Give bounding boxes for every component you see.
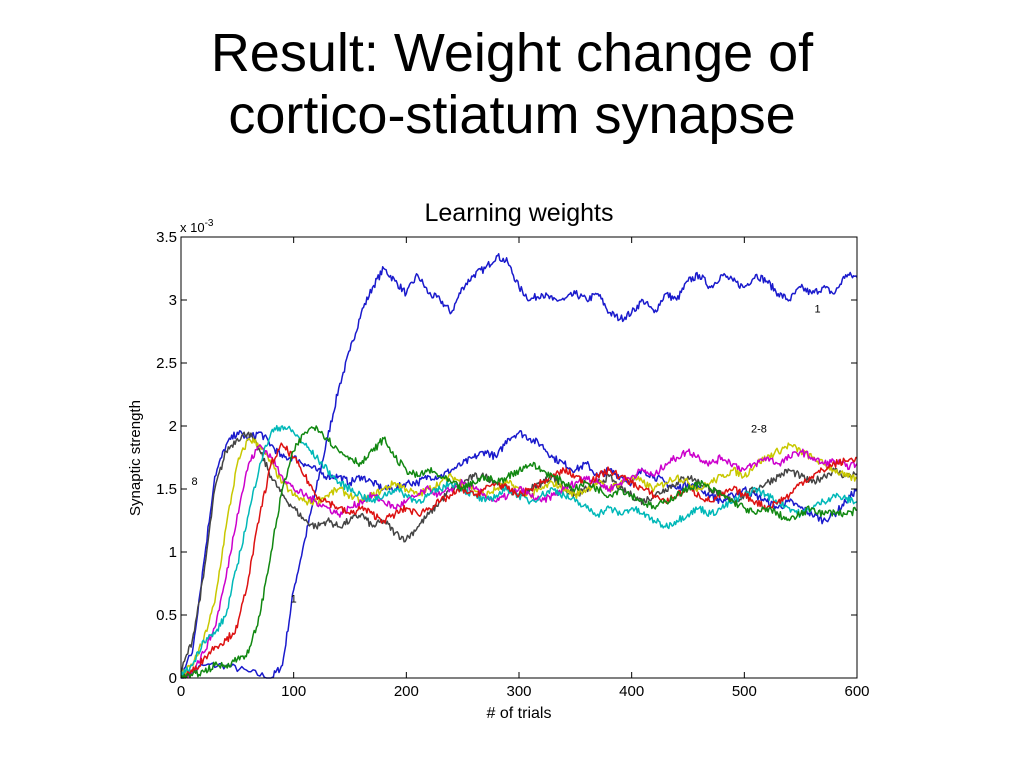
y-axis-label: Synaptic strength [127, 400, 144, 516]
y-tick-label: 3 [169, 292, 177, 309]
series-line-1 [181, 253, 858, 679]
slide-title: Result: Weight change of cortico-stiatum… [0, 22, 1024, 146]
y-tick-label: 2 [169, 418, 177, 435]
y-tick-label: 0.5 [156, 607, 177, 624]
x-tick-label: 500 [732, 683, 757, 700]
y-tick-label: 1.5 [156, 481, 177, 498]
plot-area: 0 100 200 300 400 500 600 0 0.5 1 1.5 2 2.5 3 3.5 1 2-8 1… [156, 229, 869, 700]
x-tick-label: 200 [394, 683, 419, 700]
series-annotation: 2-8 [751, 423, 767, 435]
y-tick-label: 0 [169, 670, 177, 687]
y-exponent-label: x 10-3 [180, 218, 214, 235]
x-tick-label: 400 [619, 683, 644, 700]
series-line-8 [180, 425, 858, 679]
chart-title: Learning weights [424, 199, 613, 227]
series-line-5 [180, 444, 858, 679]
x-axis-label: # of trials [487, 705, 552, 722]
series-line-2 [180, 429, 858, 673]
y-exponent-power: -3 [205, 218, 214, 229]
series-annotation: 1 [291, 593, 297, 605]
y-tick-label: 1 [169, 544, 177, 561]
y-tick-label: 3.5 [156, 229, 177, 246]
x-tick-label: 300 [506, 683, 531, 700]
series-line-7 [180, 442, 857, 679]
slide-title-line-1: Result: Weight change of [210, 23, 814, 83]
y-tick-label: 2.5 [156, 355, 177, 372]
series-line-4 [180, 437, 858, 677]
x-tick-label: 100 [281, 683, 306, 700]
y-exponent-base: x 10 [180, 220, 205, 235]
series-annotation: 8 [191, 476, 197, 488]
series-annotation: 1 [815, 304, 821, 316]
x-tick-label: 0 [177, 683, 185, 700]
slide-title-line-2: cortico-stiatum synapse [228, 85, 796, 145]
x-tick-label: 600 [844, 683, 869, 700]
